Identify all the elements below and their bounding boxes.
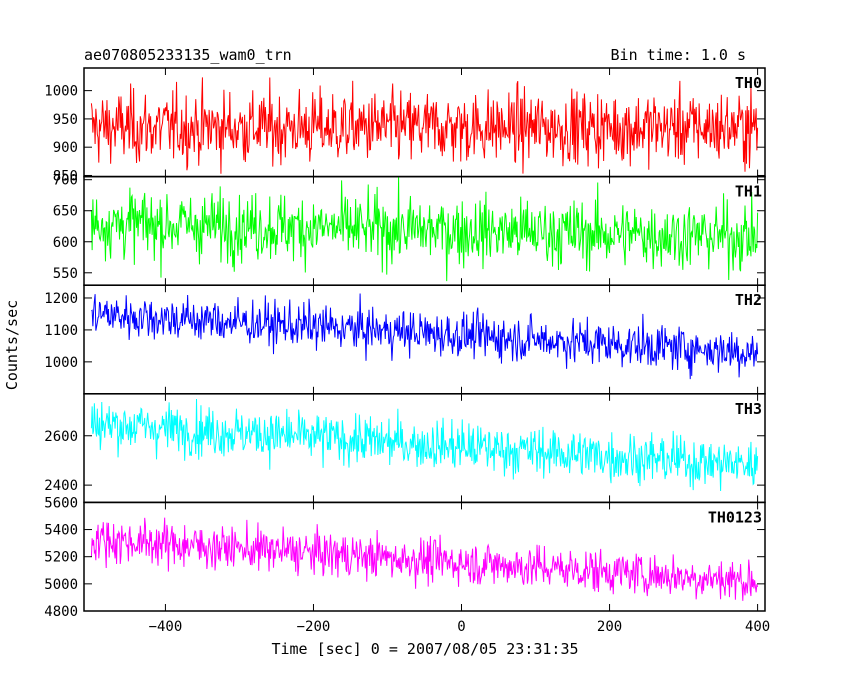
y-tick-label: 5400: [44, 523, 78, 539]
y-tick-label: 2600: [44, 429, 78, 445]
y-tick-label: 1100: [44, 323, 78, 339]
y-tick-label: 950: [53, 112, 78, 128]
y-tick-label: 5000: [44, 577, 78, 593]
x-tick-label: −200: [297, 619, 331, 635]
y-tick-label: 4800: [44, 604, 78, 620]
series-line-th1: [90, 176, 759, 282]
x-tick-label: 400: [745, 619, 770, 635]
series-line-th0: [90, 77, 759, 174]
x-tick-label: 0: [457, 619, 465, 635]
panel-th2: 1000 1100 1200 TH2: [44, 284, 766, 395]
panel-th0123: 4800 5000 5200 5400 5600 TH0123: [44, 495, 766, 620]
y-tick-label: 1200: [44, 291, 78, 307]
y-tick-label: 5600: [44, 495, 78, 511]
y-tick-label: 2400: [44, 478, 78, 494]
series-line-th3: [90, 399, 759, 491]
x-tick-label: −400: [149, 619, 183, 635]
y-tick-label: 550: [53, 266, 78, 282]
panel-th3: 2400 2600 TH3: [44, 393, 766, 504]
y-axis-label: Counts/sec: [3, 300, 21, 390]
y-tick-label: 650: [53, 204, 78, 220]
y-tick-label: 600: [53, 235, 78, 251]
y-tick-label: 700: [53, 173, 78, 189]
chart-title: ae070805233135_wam0_trn: [84, 46, 292, 64]
bin-time-label: Bin time: 1.0 s: [611, 46, 746, 64]
panel-label-th1: TH1: [735, 183, 762, 201]
y-tick-label: 850: [53, 168, 78, 184]
series-line-th0123: [90, 517, 759, 601]
x-axis-label: Time [sec] 0 = 2007/08/05 23:31:35: [271, 640, 578, 658]
y-tick-label: 5200: [44, 550, 78, 566]
panel-label-th0: TH0: [735, 74, 762, 92]
x-axis: −400 −200 0 200 400: [149, 619, 771, 635]
panel-th0: 850 900 950 1000 TH0: [44, 67, 766, 184]
y-tick-label: 1000: [44, 84, 78, 100]
series-line-th2: [91, 293, 759, 380]
panel-th1: 550 600 650 700 TH1: [53, 173, 766, 286]
panel-label-th2: TH2: [735, 291, 762, 309]
x-tick-label: 200: [597, 619, 622, 635]
y-tick-label: 900: [53, 140, 78, 156]
panel-label-th3: TH3: [735, 400, 762, 418]
panel-label-th0123: TH0123: [708, 508, 762, 526]
y-tick-label: 1000: [44, 355, 78, 371]
